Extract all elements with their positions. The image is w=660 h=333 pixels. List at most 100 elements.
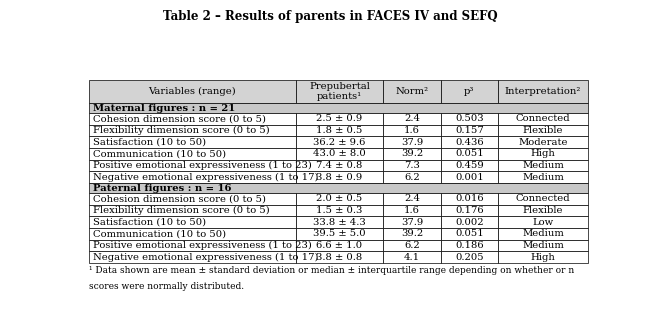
Bar bbox=[88, 125, 296, 136]
Text: 33.8 ± 4.3: 33.8 ± 4.3 bbox=[313, 218, 366, 227]
Text: 2.4: 2.4 bbox=[404, 114, 420, 123]
Bar bbox=[296, 160, 383, 171]
Bar bbox=[383, 148, 441, 160]
Text: 39.2: 39.2 bbox=[401, 229, 423, 238]
Text: Positive emotional expressiveness (1 to 23): Positive emotional expressiveness (1 to … bbox=[92, 161, 312, 170]
Text: 1.5 ± 0.3: 1.5 ± 0.3 bbox=[316, 206, 363, 215]
Bar bbox=[441, 136, 498, 148]
Bar bbox=[498, 113, 588, 125]
Text: Negative emotional expressiveness (1 to 17): Negative emotional expressiveness (1 to … bbox=[92, 253, 318, 262]
Bar bbox=[498, 228, 588, 240]
Text: 39.5 ± 5.0: 39.5 ± 5.0 bbox=[314, 229, 366, 238]
Bar bbox=[441, 251, 498, 263]
Text: High: High bbox=[531, 253, 555, 262]
Bar bbox=[88, 113, 296, 125]
Bar bbox=[441, 160, 498, 171]
Text: Connected: Connected bbox=[515, 194, 570, 203]
Text: 1.8 ± 0.5: 1.8 ± 0.5 bbox=[316, 126, 363, 135]
Bar bbox=[296, 193, 383, 205]
Bar bbox=[441, 193, 498, 205]
Bar bbox=[88, 251, 296, 263]
Text: Prepubertal
patients¹: Prepubertal patients¹ bbox=[309, 82, 370, 101]
Text: Connected: Connected bbox=[515, 114, 570, 123]
Bar bbox=[441, 171, 498, 183]
Text: 0.459: 0.459 bbox=[455, 161, 484, 170]
Text: Cohesion dimension score (0 to 5): Cohesion dimension score (0 to 5) bbox=[92, 194, 266, 203]
Text: Communication (10 to 50): Communication (10 to 50) bbox=[92, 229, 226, 238]
Bar bbox=[498, 251, 588, 263]
Text: Flexible: Flexible bbox=[523, 126, 563, 135]
Text: 4.1: 4.1 bbox=[404, 253, 420, 262]
Bar bbox=[383, 216, 441, 228]
Bar bbox=[88, 160, 296, 171]
Text: 43.0 ± 8.0: 43.0 ± 8.0 bbox=[313, 150, 366, 159]
Bar bbox=[296, 205, 383, 216]
Text: Flexible: Flexible bbox=[523, 206, 563, 215]
Text: Satisfaction (10 to 50): Satisfaction (10 to 50) bbox=[92, 138, 206, 147]
Bar bbox=[383, 205, 441, 216]
Text: Table 2 – Results of parents in FACES IV and SEFQ: Table 2 – Results of parents in FACES IV… bbox=[162, 10, 498, 23]
Text: 0.157: 0.157 bbox=[455, 126, 484, 135]
Text: 36.2 ± 9.6: 36.2 ± 9.6 bbox=[314, 138, 366, 147]
Text: 0.205: 0.205 bbox=[455, 253, 484, 262]
Text: 6.6 ± 1.0: 6.6 ± 1.0 bbox=[316, 241, 362, 250]
Bar bbox=[498, 240, 588, 251]
Text: Medium: Medium bbox=[522, 161, 564, 170]
Bar bbox=[296, 113, 383, 125]
Bar bbox=[498, 193, 588, 205]
Text: Variables (range): Variables (range) bbox=[148, 87, 236, 96]
Text: Cohesion dimension score (0 to 5): Cohesion dimension score (0 to 5) bbox=[92, 114, 266, 123]
Bar bbox=[498, 80, 588, 103]
Bar bbox=[88, 228, 296, 240]
Text: 37.9: 37.9 bbox=[401, 218, 423, 227]
Bar bbox=[88, 148, 296, 160]
Text: Maternal figures : n = 21: Maternal figures : n = 21 bbox=[92, 104, 235, 113]
Bar bbox=[441, 228, 498, 240]
Text: High: High bbox=[531, 150, 555, 159]
Text: Norm²: Norm² bbox=[395, 87, 428, 96]
Bar bbox=[383, 240, 441, 251]
Text: 39.2: 39.2 bbox=[401, 150, 423, 159]
Text: 0.051: 0.051 bbox=[455, 150, 484, 159]
Text: 0.176: 0.176 bbox=[455, 206, 484, 215]
Bar bbox=[441, 148, 498, 160]
Text: 0.051: 0.051 bbox=[455, 229, 484, 238]
Bar bbox=[296, 171, 383, 183]
Bar bbox=[441, 125, 498, 136]
Text: 0.001: 0.001 bbox=[455, 173, 484, 182]
Bar bbox=[296, 240, 383, 251]
Text: 7.4 ± 0.8: 7.4 ± 0.8 bbox=[316, 161, 363, 170]
Bar bbox=[498, 136, 588, 148]
Bar bbox=[383, 80, 441, 103]
Text: 6.2: 6.2 bbox=[404, 173, 420, 182]
Text: Positive emotional expressiveness (1 to 23): Positive emotional expressiveness (1 to … bbox=[92, 241, 312, 250]
Bar bbox=[88, 171, 296, 183]
Text: ¹ Data shown are mean ± standard deviation or median ± interquartile range depen: ¹ Data shown are mean ± standard deviati… bbox=[88, 266, 574, 275]
Text: 1.6: 1.6 bbox=[404, 126, 420, 135]
Text: 0.503: 0.503 bbox=[455, 114, 484, 123]
Bar bbox=[383, 171, 441, 183]
Text: scores were normally distributed.: scores were normally distributed. bbox=[88, 282, 244, 291]
Bar bbox=[441, 216, 498, 228]
Text: 0.186: 0.186 bbox=[455, 241, 484, 250]
Bar bbox=[441, 113, 498, 125]
Text: Low: Low bbox=[533, 218, 554, 227]
Bar bbox=[383, 113, 441, 125]
Bar bbox=[383, 251, 441, 263]
Bar bbox=[498, 205, 588, 216]
Text: Satisfaction (10 to 50): Satisfaction (10 to 50) bbox=[92, 218, 206, 227]
Text: Moderate: Moderate bbox=[518, 138, 568, 147]
Text: p³: p³ bbox=[464, 87, 475, 96]
Bar bbox=[498, 148, 588, 160]
Bar bbox=[498, 216, 588, 228]
Text: Interpretation²: Interpretation² bbox=[505, 87, 581, 96]
Text: Medium: Medium bbox=[522, 173, 564, 182]
Bar bbox=[296, 216, 383, 228]
Text: 37.9: 37.9 bbox=[401, 138, 423, 147]
Bar bbox=[383, 193, 441, 205]
Text: 3.8 ± 0.8: 3.8 ± 0.8 bbox=[316, 253, 362, 262]
Text: Communication (10 to 50): Communication (10 to 50) bbox=[92, 150, 226, 159]
Bar bbox=[441, 240, 498, 251]
Text: 7.3: 7.3 bbox=[404, 161, 420, 170]
Bar bbox=[441, 205, 498, 216]
